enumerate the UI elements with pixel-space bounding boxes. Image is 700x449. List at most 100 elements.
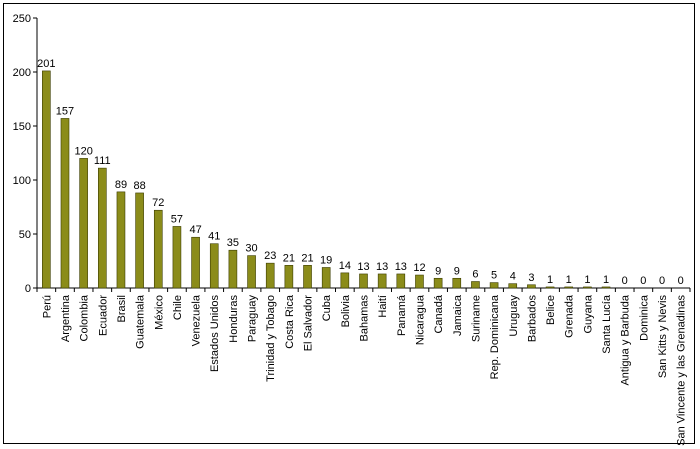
bar [60,118,70,289]
bar [116,191,126,289]
data-label: 13 [357,261,369,273]
data-label: 23 [264,250,276,262]
y-tick-label: 250 [13,13,31,25]
x-tick-label: Paraguay [247,295,259,343]
x-tick-label: Jamaica [452,294,464,336]
x-tick-label: Chile [172,295,184,320]
data-label: 5 [491,270,497,282]
bar [452,277,462,289]
data-label: 1 [584,274,590,286]
x-tick-label: Grenada [564,294,576,338]
data-label: 0 [678,275,684,287]
data-label: 1 [603,274,609,286]
x-tick-label: Ecuador [97,295,109,336]
data-label: 57 [171,213,183,225]
bar [433,277,443,289]
x-tick-label: Bahamas [359,295,371,342]
data-label: 6 [472,269,478,281]
data-label: 72 [152,197,164,209]
x-tick-label: Rep. Dominicana [489,294,501,379]
data-label: 111 [94,155,111,167]
bar [172,226,182,289]
data-label: 201 [37,58,55,70]
x-tick-label: Antigua y Barbuda [620,294,632,385]
x-tick-label: Nicaragua [414,294,426,345]
data-label: 9 [435,265,441,277]
x-tick-label: San Kitts y Nevis [657,295,669,379]
x-tick-label: Colombia [79,294,91,341]
x-tick-label: Perú [41,295,53,318]
bar [321,267,331,289]
x-tick-label: Santa Lucía [601,294,613,354]
x-tick-label: Trinidad y Tobago [265,295,277,382]
bar [153,209,163,289]
category-labels: Perú Argentina Colombia Ecuador Brasil Guatem… [41,294,687,446]
data-label: 21 [283,252,295,264]
bar [265,262,275,289]
x-tick-label: Brasil [116,295,128,323]
data-label: 13 [395,261,407,273]
data-label: 0 [640,275,646,287]
x-tick-label: Haití [377,295,389,318]
data-label: 1 [566,274,572,286]
data-label: 0 [659,275,665,287]
data-label: 41 [208,231,220,243]
bar [247,255,256,289]
data-label: 12 [413,262,425,274]
bar [191,236,200,289]
bar [303,265,312,289]
x-tick-label: Panamá [396,294,408,336]
data-label: 3 [528,272,534,284]
bar [583,286,592,289]
x-tick-label: México [153,295,165,330]
bar [228,249,238,289]
data-label: 21 [301,252,313,264]
x-tick-label: El Salvador [303,295,315,352]
y-tick-label: 200 [13,67,31,79]
bar [79,158,88,289]
bar [396,273,406,289]
bar [209,243,219,289]
bar [489,282,499,289]
y-tick-label: 0 [25,283,31,295]
x-tick-label: Venezuela [191,294,203,346]
data-label: 13 [376,261,388,273]
x-tick-label: Honduras [228,295,240,343]
data-label: 14 [339,260,351,272]
bar [415,274,424,289]
bar [545,286,555,289]
data-label: 157 [56,105,74,117]
x-tick-label: Bolivia [340,294,352,327]
x-tick-label: Uruguay [508,295,520,337]
x-tick-label: Barbados [526,295,538,343]
data-label: 4 [510,271,516,283]
x-tick-label: Guatemala [135,294,147,349]
x-tick-label: Guyana [582,294,594,333]
bar [471,281,480,289]
data-label: 1 [547,274,553,286]
data-label: 19 [320,254,332,266]
data-label: 9 [454,265,460,277]
bar [284,265,294,289]
bar [340,272,350,289]
data-label: 47 [189,224,201,236]
x-tick-label: Suriname [470,295,482,342]
bar [564,286,574,289]
bar [601,286,611,289]
bar [135,192,144,289]
data-label: 0 [622,275,628,287]
bar [98,167,107,289]
y-tick-label: 150 [13,121,31,133]
x-tick-label: Costa Rica [284,294,296,349]
x-tick-label: Argentina [60,294,72,342]
data-label: 35 [227,237,239,249]
chart-bars [42,70,611,289]
bar [508,283,518,289]
data-label: 120 [74,145,92,157]
bar [377,273,387,289]
data-label: 88 [133,180,145,192]
x-tick-label: Estados Unidos [209,295,221,373]
